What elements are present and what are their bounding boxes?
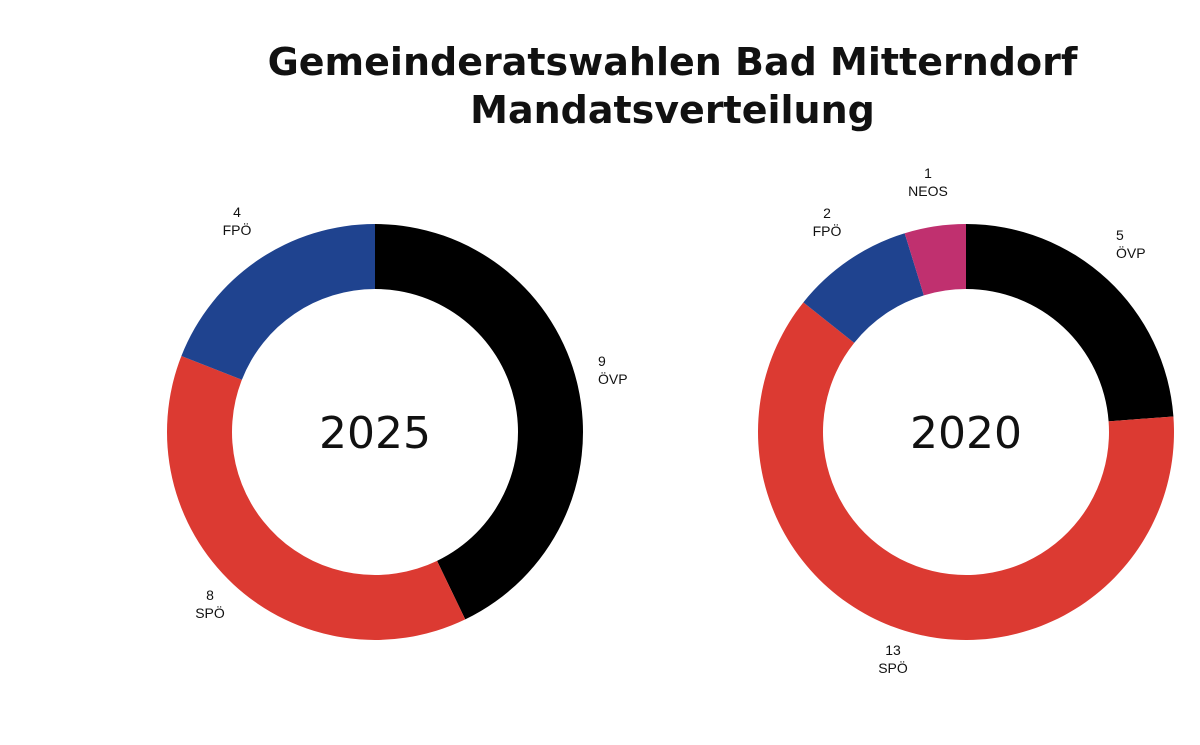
chart-title-line-2: Mandatsverteilung — [470, 88, 875, 132]
data-label-value-2020-spoe: 13 — [885, 642, 901, 658]
slice-2025-oevp — [375, 224, 584, 620]
data-label-value-2025-spoe: 8 — [206, 587, 214, 603]
data-label-value-2020-neos: 1 — [924, 165, 932, 181]
data-label-party-2020-fpoe: FPÖ — [813, 222, 842, 239]
data-label-party-2025-fpoe: FPÖ — [223, 221, 252, 238]
data-label-party-2025-oevp: ÖVP — [598, 370, 628, 387]
chart-title-line-1: Gemeinderatswahlen Bad Mitterndorf — [267, 40, 1078, 84]
slice-2025-fpoe — [181, 224, 375, 380]
data-label-party-2020-neos: NEOS — [908, 183, 948, 199]
data-label-value-2020-oevp: 5 — [1116, 227, 1124, 243]
center-label-2025: 2025 — [319, 408, 431, 459]
slice-2020-fpoe — [803, 233, 924, 343]
center-label-2020: 2020 — [910, 408, 1022, 459]
data-label-party-2020-spoe: SPÖ — [878, 659, 908, 676]
data-label-value-2020-fpoe: 2 — [823, 205, 831, 221]
data-label-party-2025-spoe: SPÖ — [195, 604, 225, 621]
slice-2020-spoe — [758, 302, 1174, 640]
slice-2025-spoe — [166, 356, 466, 641]
data-label-value-2025-oevp: 9 — [598, 353, 606, 369]
data-label-value-2025-fpoe: 4 — [233, 204, 241, 220]
data-label-party-2020-oevp: ÖVP — [1116, 244, 1146, 261]
slice-2020-neos — [904, 224, 966, 296]
slice-2020-oevp — [966, 224, 1174, 422]
chart-title: Gemeinderatswahlen Bad Mitterndorf Manda… — [0, 38, 1200, 134]
